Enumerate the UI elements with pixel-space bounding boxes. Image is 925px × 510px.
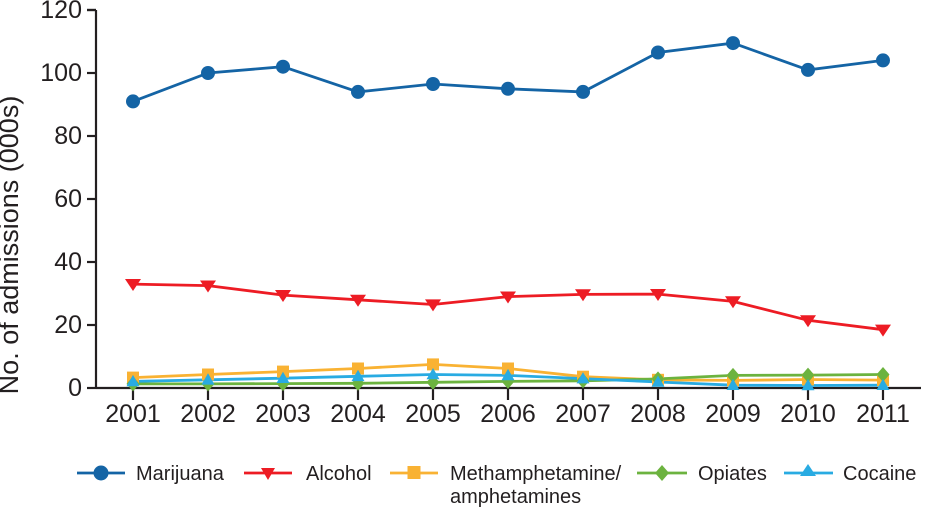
svg-text:2009: 2009: [705, 400, 761, 428]
svg-text:Cocaine: Cocaine: [843, 463, 916, 485]
svg-text:Alcohol: Alcohol: [306, 463, 372, 485]
svg-text:2010: 2010: [780, 400, 836, 428]
svg-text:amphetamines: amphetamines: [450, 486, 581, 508]
svg-text:2001: 2001: [105, 400, 161, 428]
svg-text:No. of admissions (000s): No. of admissions (000s): [0, 96, 24, 395]
svg-text:100: 100: [40, 59, 82, 87]
svg-text:2004: 2004: [330, 400, 386, 428]
svg-text:Methamphetamine/: Methamphetamine/: [450, 463, 622, 485]
svg-text:120: 120: [40, 0, 82, 24]
svg-text:40: 40: [54, 248, 82, 276]
svg-text:2002: 2002: [180, 400, 236, 428]
svg-text:20: 20: [54, 311, 82, 339]
svg-text:60: 60: [54, 185, 82, 213]
svg-text:2005: 2005: [405, 400, 461, 428]
svg-text:2007: 2007: [555, 400, 611, 428]
svg-text:2003: 2003: [255, 400, 311, 428]
svg-text:2006: 2006: [480, 400, 536, 428]
svg-text:80: 80: [54, 122, 82, 150]
svg-text:Marijuana: Marijuana: [136, 463, 225, 485]
svg-text:Opiates: Opiates: [698, 463, 767, 485]
svg-text:2008: 2008: [630, 400, 686, 428]
svg-text:2011: 2011: [856, 400, 910, 428]
svg-text:0: 0: [68, 374, 82, 402]
